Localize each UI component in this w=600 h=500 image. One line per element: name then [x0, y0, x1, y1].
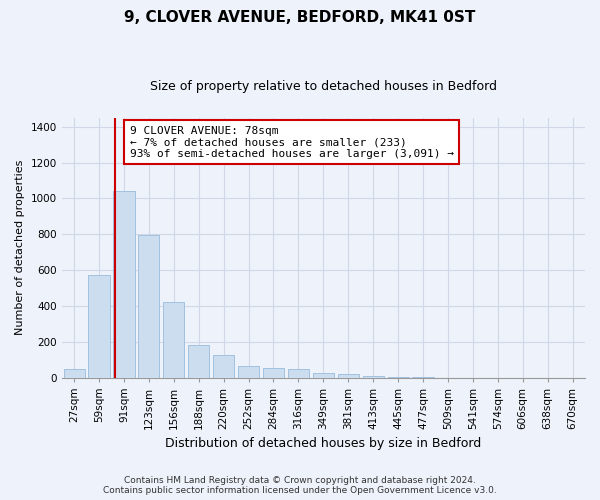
Text: 9 CLOVER AVENUE: 78sqm
← 7% of detached houses are smaller (233)
93% of semi-det: 9 CLOVER AVENUE: 78sqm ← 7% of detached … — [130, 126, 454, 159]
Bar — [263, 368, 284, 378]
Bar — [238, 366, 259, 378]
Title: Size of property relative to detached houses in Bedford: Size of property relative to detached ho… — [150, 80, 497, 93]
Text: Contains HM Land Registry data © Crown copyright and database right 2024.
Contai: Contains HM Land Registry data © Crown c… — [103, 476, 497, 495]
X-axis label: Distribution of detached houses by size in Bedford: Distribution of detached houses by size … — [165, 437, 481, 450]
Text: 9, CLOVER AVENUE, BEDFORD, MK41 0ST: 9, CLOVER AVENUE, BEDFORD, MK41 0ST — [124, 10, 476, 25]
Bar — [362, 376, 384, 378]
Bar — [88, 274, 110, 378]
Bar — [138, 235, 160, 378]
Bar — [64, 368, 85, 378]
Bar — [163, 302, 184, 378]
Y-axis label: Number of detached properties: Number of detached properties — [15, 160, 25, 336]
Bar — [313, 373, 334, 378]
Bar — [188, 346, 209, 378]
Bar — [213, 355, 234, 378]
Bar — [412, 377, 434, 378]
Bar — [338, 374, 359, 378]
Bar — [113, 191, 134, 378]
Bar — [388, 376, 409, 378]
Bar — [288, 368, 309, 378]
